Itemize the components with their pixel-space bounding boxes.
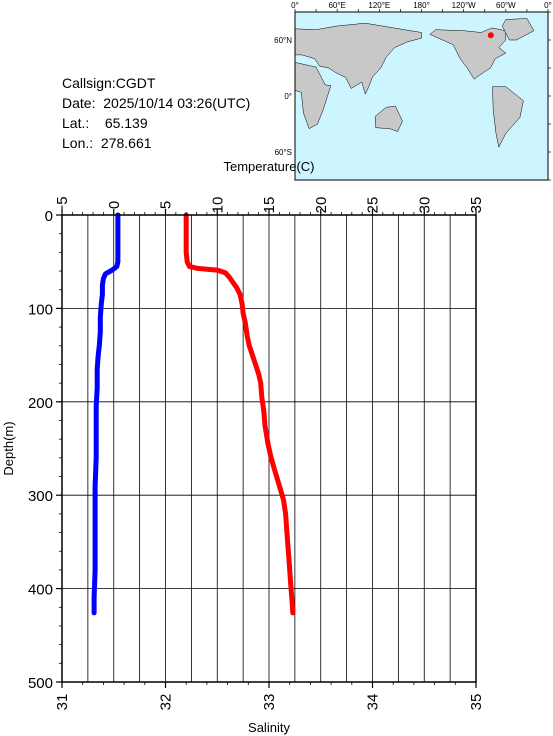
map-labels: 0° 60°E 120°E 180° 120°W 60°W 0° 60°N 0° 60°S <box>274 1 552 157</box>
date-label: Date: <box>62 95 96 111</box>
top-axis-tick-label: 0 <box>106 201 123 209</box>
axis-ticks <box>56 209 477 688</box>
map-land-africa <box>294 62 332 130</box>
map-land-greenland <box>502 18 535 41</box>
lon-value: 278.661 <box>100 135 152 151</box>
callsign-value: CGDT <box>115 75 156 91</box>
series-line-salinity <box>91 212 121 616</box>
lat-row: Lat.: 65.139 <box>62 113 250 133</box>
map-latitude-label: 60°S <box>275 148 292 157</box>
top-axis-tick-label: 20 <box>313 197 330 214</box>
top-axis-tick-label: 10 <box>209 197 226 214</box>
top-axis-tick-label: −5 <box>54 196 71 213</box>
left-axis-title: Depth(m) <box>1 421 16 475</box>
left-axis-tick-label: 200 <box>28 395 53 412</box>
map-longitude-label: 0° <box>544 1 552 10</box>
map-longitude-label: 120°W <box>452 1 477 10</box>
map-land-north-america <box>429 27 507 80</box>
top-axis-tick-label: 35 <box>468 197 485 214</box>
lat-label: Lat.: <box>62 115 90 131</box>
station-marker <box>487 32 494 39</box>
bottom-axis-tick-label: 33 <box>261 694 278 711</box>
callsign-label: Callsign: <box>62 75 116 91</box>
left-axis-tick-label: 500 <box>28 675 53 692</box>
top-axis-tick-label: 15 <box>261 197 278 214</box>
bottom-axis-tick-label: 31 <box>54 694 71 711</box>
bottom-axis-tick-label: 35 <box>468 694 485 711</box>
left-axis-tick-label: 400 <box>28 582 53 599</box>
map-longitude-label: 0° <box>291 1 299 10</box>
map-longitude-label: 60°W <box>496 1 516 10</box>
top-axis-tick-label: 5 <box>158 201 175 209</box>
chart-series <box>91 212 296 616</box>
lon-row: Lon.: 278.661 <box>62 133 250 153</box>
left-axis-tick-label: 100 <box>28 301 53 318</box>
map-latitude-label: 0° <box>284 92 292 101</box>
map-land-eurasia <box>294 22 422 95</box>
series-line-temperature <box>183 212 296 616</box>
callsign-row: Callsign:CGDT <box>62 73 250 93</box>
map-land-australia <box>374 106 403 132</box>
left-axis-tick-label: 300 <box>28 488 53 505</box>
top-axis-tick-label: 25 <box>365 197 382 214</box>
world-map: 0° 60°E 120°E 180° 120°W 60°W 0° 60°N 0° 60°S <box>274 1 552 181</box>
map-longitude-label: 180° <box>413 1 430 10</box>
map-longitude-label: 60°E <box>328 1 345 10</box>
date-row: Date: 2025/10/14 03:26(UTC) <box>62 93 250 113</box>
map-longitude-label: 120°E <box>368 1 390 10</box>
bottom-axis-title: Salinity <box>248 720 290 735</box>
lat-value: 65.139 <box>104 115 148 131</box>
date-value: 2025/10/14 03:26(UTC) <box>103 95 251 111</box>
bottom-axis-tick-label: 32 <box>158 694 175 711</box>
bottom-axis-tick-label: 34 <box>365 694 382 711</box>
top-axis-tick-label: 30 <box>416 197 433 214</box>
left-axis-tick-label: 0 <box>45 208 53 225</box>
lon-label: Lon.: <box>62 135 94 151</box>
map-land-south-america <box>492 86 524 149</box>
top-axis-title: Temperature(C) <box>223 159 314 174</box>
map-land <box>294 18 535 180</box>
station-info: Callsign:CGDT Date: 2025/10/14 03:26(UTC… <box>62 73 250 153</box>
map-latitude-label: 60°N <box>274 36 292 45</box>
